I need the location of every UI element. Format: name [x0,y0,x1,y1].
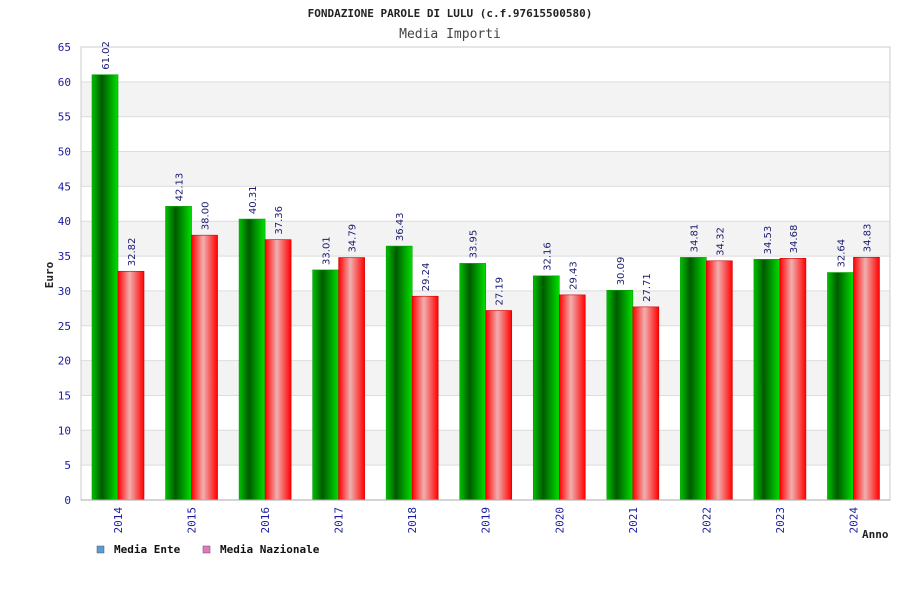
y-tick-label: 45 [58,180,71,193]
value-label: 34.81 [689,224,700,253]
y-tick-label: 55 [58,111,71,124]
chart-subtitle: Media Importi [399,27,501,42]
value-labels: 61.02 32.82 42.13 38.00 40.31 37.36 33.01 34.79… [101,41,873,305]
bar-media-nazionale-2021 [632,306,660,501]
bar-media-nazionale-2020 [558,294,586,501]
y-axis-ticks: 0 5 10 15 20 25 30 35 40 45 50 55 60 65 [58,41,71,507]
grid-band [81,116,890,152]
y-tick-label: 65 [58,41,71,54]
value-label: 33.01 [322,236,333,265]
bars [91,74,880,501]
value-label: 36.43 [395,212,406,241]
legend: Media Ente Media Nazionale [96,543,320,556]
bar-media-nazionale-2018 [411,295,439,501]
x-tick-label: 2022 [700,507,713,534]
x-axis-ticks: 2014 2015 2016 2017 2018 2019 2020 2021 2022 2023… [112,507,860,534]
y-tick-label: 35 [58,250,71,263]
y-tick-label: 25 [58,320,71,333]
y-tick-label: 40 [58,215,71,228]
value-label: 27.71 [642,273,653,302]
bar-media-nazionale-2016 [264,239,292,501]
value-label: 61.02 [101,41,112,70]
y-tick-label: 10 [58,424,71,437]
value-label: 30.09 [616,257,627,286]
value-label: 34.53 [763,226,774,255]
y-tick-label: 5 [64,459,71,472]
bar-media-nazionale-2022 [706,260,733,501]
y-tick-label: 50 [58,146,71,159]
value-label: 34.68 [789,225,800,254]
y-tick-label: 15 [58,389,71,402]
bar-media-nazionale-2023 [779,258,807,501]
value-label: 34.83 [862,224,873,253]
value-label: 29.43 [568,261,579,290]
value-label: 29.24 [421,263,432,292]
bar-media-ente-2016 [238,218,266,501]
value-label: 40.31 [248,185,259,214]
chart-title: FONDAZIONE PAROLE DI LULU (c.f.976155005… [308,7,593,20]
bar-media-nazionale-2024 [853,256,880,501]
value-label: 33.95 [469,230,480,259]
bar-media-ente-2015 [165,206,192,501]
bar-media-ente-2021 [606,289,634,501]
x-tick-label: 2016 [259,507,272,534]
y-axis-label: Euro [43,261,56,288]
bar-media-ente-2020 [532,275,560,501]
bar-media-ente-2023 [753,259,781,501]
grid-band [81,186,890,222]
x-tick-label: 2018 [406,507,419,534]
bar-media-ente-2022 [680,257,707,501]
x-tick-label: 2019 [480,507,493,533]
x-tick-label: 2023 [774,507,787,534]
value-label: 34.79 [348,224,359,253]
value-label: 32.64 [836,239,847,268]
bar-media-nazionale-2019 [485,310,513,501]
value-label: 27.19 [495,277,506,306]
y-tick-label: 60 [58,76,71,89]
y-tick-label: 30 [58,285,71,298]
x-tick-label: 2015 [186,507,199,534]
value-label: 32.82 [127,238,138,267]
bar-media-ente-2024 [827,272,854,501]
value-label: 38.00 [201,202,212,231]
grid-band [81,47,890,82]
y-tick-label: 20 [58,355,71,368]
y-tick-label: 0 [64,494,71,507]
value-label: 37.36 [274,206,285,235]
value-label: 34.32 [715,227,726,256]
bar-media-ente-2019 [459,263,487,501]
bar-media-ente-2014 [91,74,119,501]
grid-band [81,81,890,117]
bar-media-ente-2017 [312,269,339,501]
value-label: 32.16 [542,242,553,271]
legend-label-media-ente: Media Ente [114,543,181,556]
legend-swatch-media-nazionale [202,545,211,554]
bar-media-nazionale-2015 [191,234,218,501]
x-tick-label: 2014 [112,507,125,534]
bar-media-ente-2018 [385,245,413,501]
legend-swatch-media-ente [96,545,105,554]
value-label: 42.13 [175,173,186,202]
grid-band [81,151,890,187]
axes [80,46,891,501]
x-tick-label: 2020 [553,507,566,534]
x-tick-label: 2024 [847,507,860,534]
bar-media-nazionale-2014 [117,270,145,501]
x-tick-label: 2021 [627,507,640,534]
x-tick-label: 2017 [333,507,346,534]
bar-media-nazionale-2017 [338,257,365,501]
x-axis-label: Anno [862,528,889,541]
legend-label-media-nazionale: Media Nazionale [220,543,320,556]
